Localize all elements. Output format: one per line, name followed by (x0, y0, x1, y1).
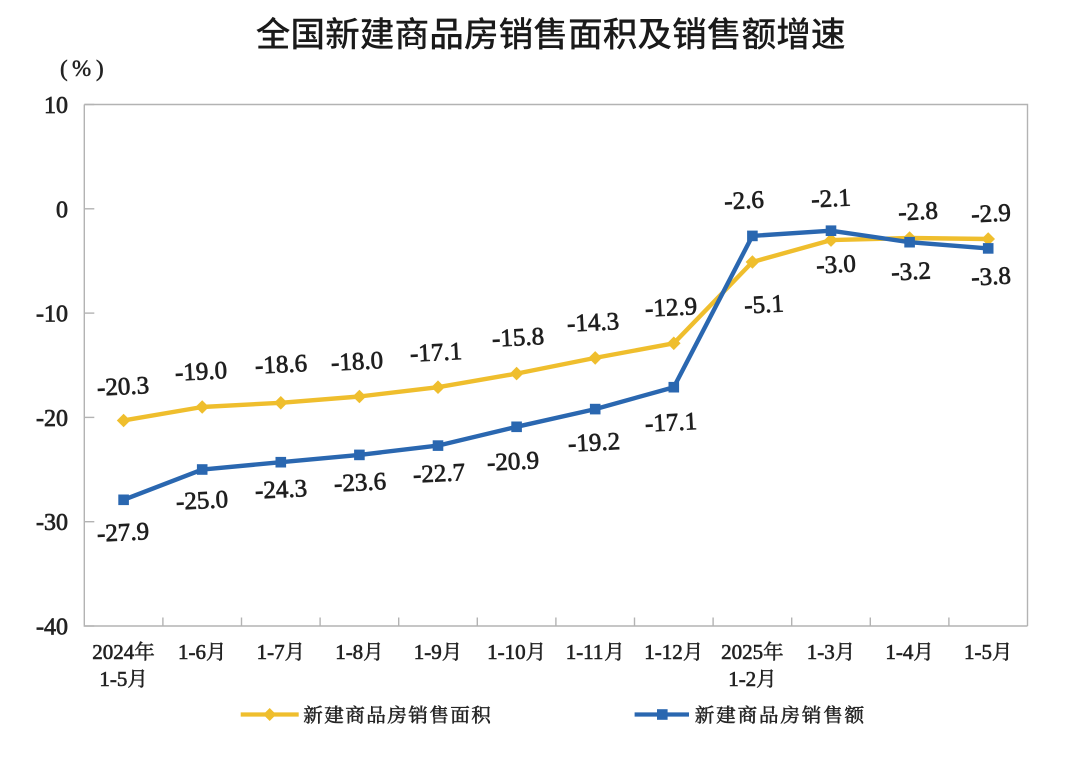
svg-text:1-4: 1-4 (885, 640, 913, 664)
svg-text:1-7: 1-7 (257, 640, 285, 664)
svg-text:-3.2: -3.2 (891, 257, 932, 286)
svg-text:-5.1: -5.1 (744, 290, 785, 319)
svg-text:-3.8: -3.8 (971, 262, 1012, 291)
svg-text:-17.1: -17.1 (644, 408, 697, 438)
svg-text:-22.7: -22.7 (412, 459, 465, 489)
svg-text:-30: -30 (36, 510, 68, 536)
svg-text:0: 0 (56, 197, 68, 223)
svg-text:-2.1: -2.1 (811, 184, 852, 213)
svg-text:-24.3: -24.3 (254, 475, 307, 505)
svg-text:-2.9: -2.9 (971, 199, 1012, 228)
svg-text:-19.2: -19.2 (567, 428, 620, 458)
svg-text:): ) (96, 56, 104, 81)
svg-text:-15.8: -15.8 (491, 323, 544, 353)
svg-text:1-2: 1-2 (728, 667, 756, 691)
svg-text:-20.3: -20.3 (96, 372, 149, 402)
svg-text:1-9: 1-9 (414, 640, 442, 664)
svg-text:1-5: 1-5 (99, 667, 127, 691)
svg-text:-3.0: -3.0 (816, 250, 857, 279)
svg-text:-20: -20 (36, 406, 68, 432)
svg-text:-19.0: -19.0 (174, 357, 227, 387)
svg-text:-40: -40 (36, 615, 68, 641)
svg-text:2025: 2025 (721, 640, 763, 664)
svg-text:-25.0: -25.0 (175, 486, 228, 516)
svg-text:-18.6: -18.6 (254, 350, 307, 380)
svg-text:-2.8: -2.8 (898, 197, 939, 226)
svg-text:-10: -10 (36, 302, 68, 328)
svg-text:-14.3: -14.3 (566, 308, 619, 338)
svg-text:(: ( (60, 56, 68, 81)
svg-text:1-12: 1-12 (644, 640, 683, 664)
svg-text:-2.6: -2.6 (724, 186, 765, 215)
svg-text:-18.0: -18.0 (330, 347, 383, 377)
svg-text:2024: 2024 (92, 640, 135, 664)
svg-text:1-10: 1-10 (487, 640, 525, 664)
svg-text:10: 10 (44, 93, 68, 119)
svg-text:-17.1: -17.1 (409, 338, 462, 368)
svg-text:1-8: 1-8 (335, 640, 363, 664)
svg-text:-23.6: -23.6 (333, 468, 386, 498)
svg-text:-12.9: -12.9 (644, 293, 697, 323)
svg-text:1-6: 1-6 (178, 640, 206, 664)
svg-text:%: % (72, 56, 91, 81)
svg-text:-20.9: -20.9 (486, 447, 539, 477)
svg-text:1-5: 1-5 (964, 640, 992, 664)
svg-text:1-3: 1-3 (807, 640, 835, 664)
svg-text:-27.9: -27.9 (96, 518, 149, 548)
svg-text:1-11: 1-11 (566, 640, 604, 664)
